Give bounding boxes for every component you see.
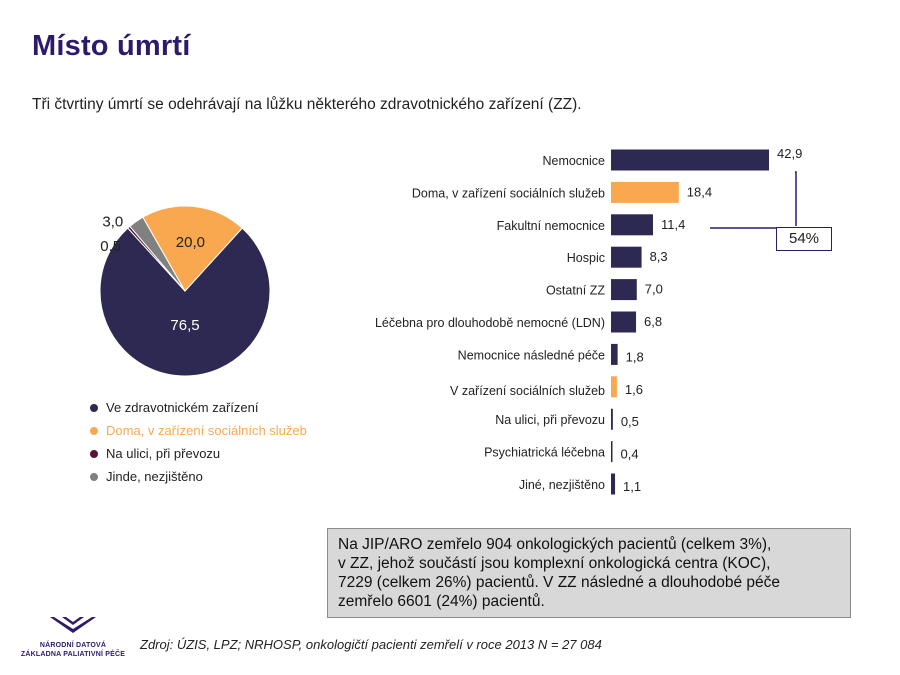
bar xyxy=(611,279,637,301)
note-line: zemřelo 6601 (24%) pacientů. xyxy=(338,593,545,610)
legend-label: Jinde, nezjištěno xyxy=(106,469,203,484)
legend-label: Ve zdravotnickém zařízení xyxy=(106,400,259,415)
logo-line-2: ZÁKLADNA PALIATIVNÍ PÉČE xyxy=(20,651,126,658)
pie-slice xyxy=(142,205,243,292)
bar-category-label: Jiné, nezjištěno xyxy=(519,478,605,492)
bar-value-label: 1,8 xyxy=(626,349,644,364)
legend-marker xyxy=(90,449,98,458)
bar-value-label: 1,1 xyxy=(623,479,641,494)
bar-category-label: Hospic xyxy=(567,251,605,265)
pie-value-label: 3,0 xyxy=(102,214,123,231)
bar-value-label: 6,8 xyxy=(644,314,662,329)
logo-line-1: NÁRODNÍ DATOVÁ xyxy=(39,642,107,649)
note-box: Na JIP/ARO zemřelo 904 onkologických pac… xyxy=(327,528,851,618)
callout-54-percent: 54% xyxy=(776,227,832,251)
bar-value-label: 42,9 xyxy=(777,146,802,161)
bar-category-label: V zařízení sociálních služeb xyxy=(450,384,605,398)
callout-connector xyxy=(795,171,797,226)
source-note: Zdroj: ÚZIS, LPZ; NRHOSP, onkologičtí pa… xyxy=(140,637,602,652)
page-title: Místo úmrtí xyxy=(32,30,191,62)
bar-category-label: Ostatní ZZ xyxy=(546,284,605,298)
bar-value-label: 0,4 xyxy=(621,447,639,462)
bar xyxy=(611,149,769,171)
bar xyxy=(611,311,637,333)
bar-value-label: 0,5 xyxy=(621,414,639,429)
bar xyxy=(611,181,679,203)
pie-value-label: 20,0 xyxy=(176,234,205,251)
bar-category-label: Fakultní nemocnice xyxy=(497,219,605,233)
legend-label: Na ulici, při převozu xyxy=(106,446,221,461)
bar xyxy=(611,376,617,398)
page-subtitle: Tři čtvrtiny úmrtí se odehrávají na lůžk… xyxy=(32,96,582,113)
logo: NÁRODNÍ DATOVÁ ZÁKLADNA PALIATIVNÍ PÉČE xyxy=(14,614,132,659)
bar-category-label: Na ulici, při převozu xyxy=(495,413,605,427)
bar-category-label: Doma, v zařízení sociálních služeb xyxy=(412,186,605,200)
bar xyxy=(611,214,653,236)
pie-slice xyxy=(99,227,271,377)
note-line: v ZZ, jehož součástí jsou komplexní onko… xyxy=(338,555,771,572)
logo-wing-icon xyxy=(50,617,96,633)
bar-value-label: 7,0 xyxy=(645,282,663,297)
legend-item: Ve zdravotnickém zařízení xyxy=(90,396,307,419)
bar xyxy=(611,246,642,268)
bar-value-label: 18,4 xyxy=(687,184,712,199)
bar xyxy=(611,441,613,463)
bar xyxy=(611,343,618,365)
legend-marker xyxy=(90,403,98,412)
pie-value-label: 76,5 xyxy=(170,317,199,334)
legend-marker xyxy=(90,472,98,481)
bar-value-label: 11,4 xyxy=(661,217,685,232)
bar-category-label: Psychiatrická léčebna xyxy=(484,446,605,460)
legend-label: Doma, v zařízení sociálních služeb xyxy=(106,423,307,438)
legend-marker xyxy=(90,426,98,435)
bar-value-label: 8,3 xyxy=(650,249,668,264)
legend-item: Na ulici, při převozu xyxy=(90,442,307,465)
bar xyxy=(611,473,616,495)
bar-category-label: Léčebna pro dlouhodobě nemocné (LDN) xyxy=(375,316,605,330)
bar-value-label: 1,6 xyxy=(625,382,643,397)
note-line: Na JIP/ARO zemřelo 904 onkologických pac… xyxy=(338,536,772,553)
pie-legend: Ve zdravotnickém zařízení Doma, v zaříze… xyxy=(90,396,307,488)
legend-item: Jinde, nezjištěno xyxy=(90,465,307,488)
bar-category-label: Nemocnice následné péče xyxy=(458,348,605,362)
note-line: 7229 (celkem 26%) pacientů. V ZZ následn… xyxy=(338,574,781,591)
bar-category-label: Nemocnice xyxy=(542,154,605,168)
bar xyxy=(611,408,613,430)
legend-item: Doma, v zařízení sociálních služeb xyxy=(90,419,307,442)
pie-value-label: 0,5 xyxy=(100,238,121,255)
